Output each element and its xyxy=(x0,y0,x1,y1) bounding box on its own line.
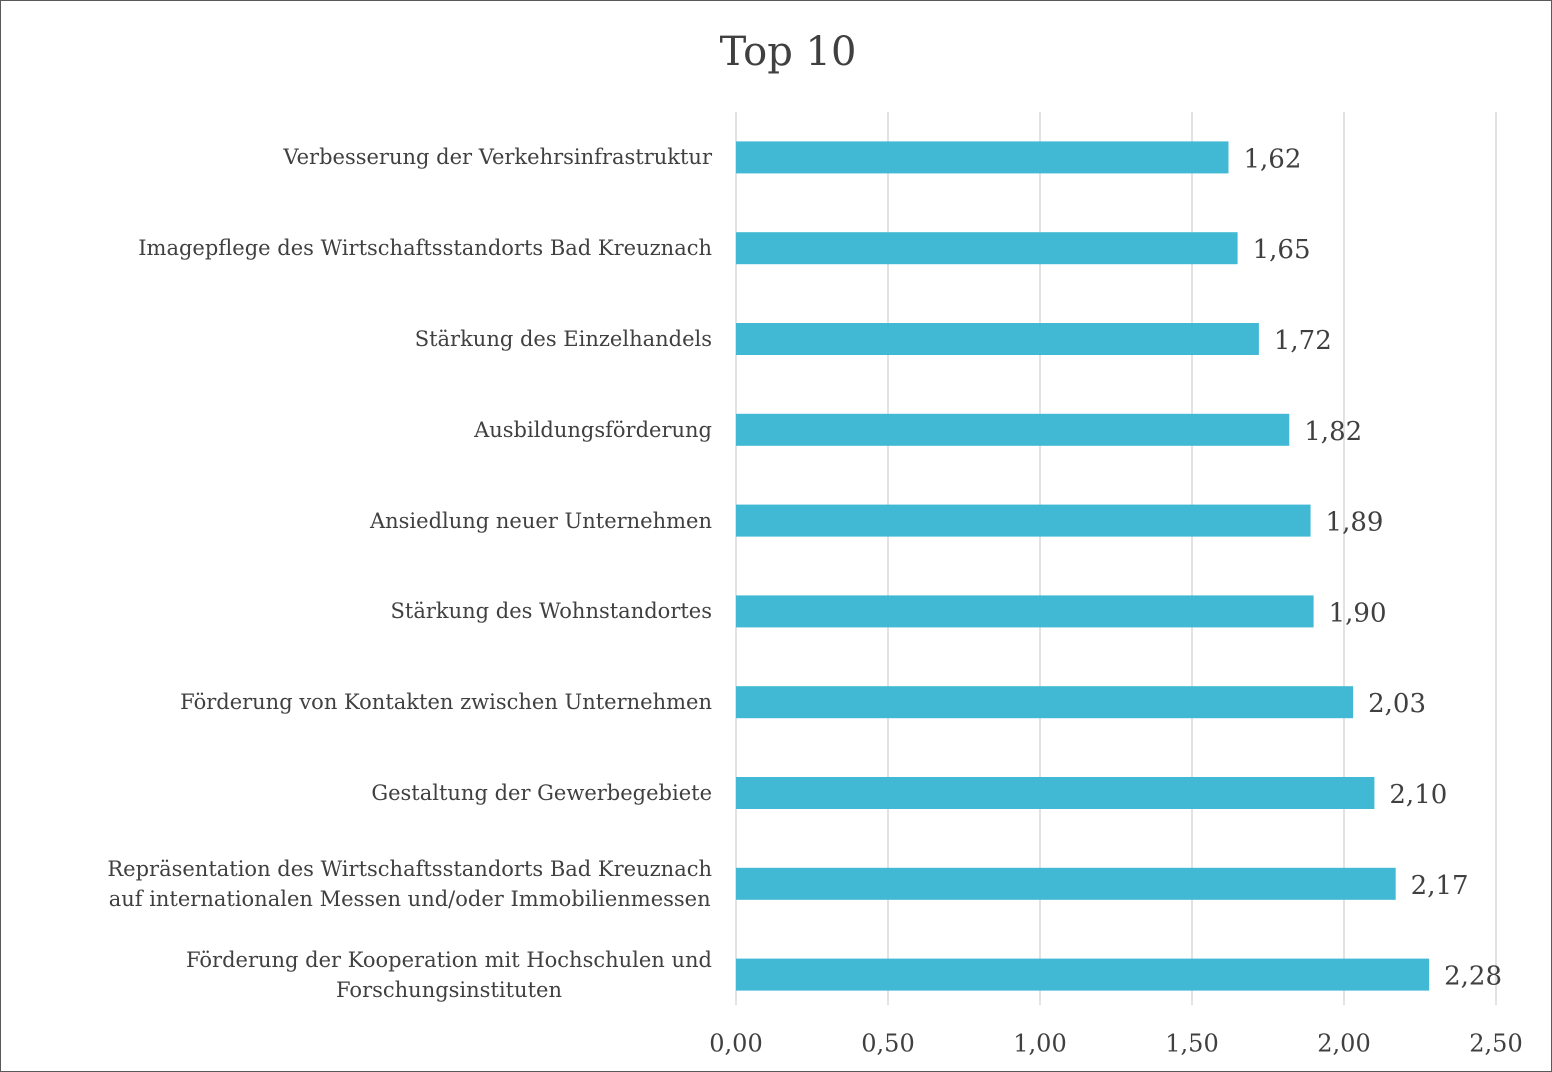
value-label: 2,28 xyxy=(1444,962,1502,992)
value-label: 2,03 xyxy=(1368,689,1426,719)
value-label: 1,90 xyxy=(1329,598,1387,628)
chart-title: Top 10 xyxy=(720,29,857,75)
y-tick-label: Förderung von Kontakten zwischen Unterne… xyxy=(180,690,712,715)
bar xyxy=(736,777,1375,809)
y-tick-label: Imagepflege des Wirtschaftsstandorts Bad… xyxy=(138,236,712,261)
x-tick-label: 0,50 xyxy=(861,1030,914,1058)
bar xyxy=(736,413,1290,446)
y-tick-label: Verbesserung der Verkehrsinfrastruktur xyxy=(283,145,712,170)
value-label: 1,89 xyxy=(1326,508,1384,538)
x-tick-label: 0,00 xyxy=(709,1030,762,1058)
value-label: 1,62 xyxy=(1243,144,1301,174)
value-label: 1,65 xyxy=(1253,235,1311,265)
value-label: 1,72 xyxy=(1274,326,1332,356)
y-tick-label: Ausbildungsförderung xyxy=(474,417,712,442)
y-tick-label: Repräsentation des Wirtschaftsstandorts … xyxy=(107,856,712,911)
bar xyxy=(736,867,1396,900)
value-label: 2,17 xyxy=(1411,871,1469,901)
x-tick-label: 2,50 xyxy=(1469,1030,1522,1058)
bar xyxy=(736,141,1229,174)
y-tick-label: Ansiedlung neuer Unternehmen xyxy=(369,508,712,533)
bar xyxy=(736,595,1314,628)
y-tick-label: Stärkung des Wohnstandortes xyxy=(390,599,712,624)
y-tick-label: Förderung der Kooperation mit Hochschule… xyxy=(185,947,712,1002)
y-tick-label: Stärkung des Einzelhandels xyxy=(414,327,712,351)
x-tick-label: 1,50 xyxy=(1165,1030,1218,1058)
bar xyxy=(736,232,1238,265)
x-tick-label: 2,00 xyxy=(1317,1030,1370,1058)
x-tick-label: 1,00 xyxy=(1013,1030,1066,1058)
y-tick-label: Gestaltung der Gewerbegebiete xyxy=(371,781,712,805)
bar xyxy=(736,958,1430,991)
value-label: 1,82 xyxy=(1304,417,1362,447)
value-label: 2,10 xyxy=(1389,780,1447,810)
bar xyxy=(736,323,1259,355)
bar xyxy=(736,504,1311,537)
bar xyxy=(736,686,1354,719)
